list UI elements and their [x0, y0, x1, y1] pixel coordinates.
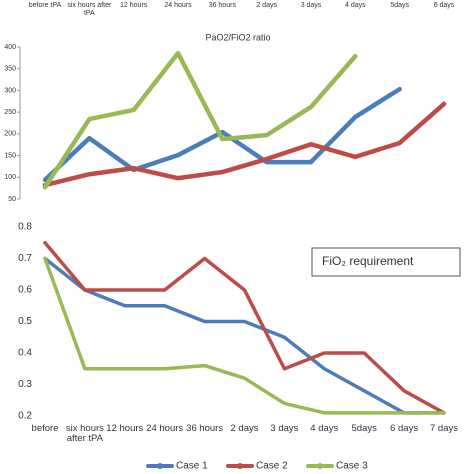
x-tick-label: 7 days — [430, 423, 458, 434]
legend-label: Case 1 — [176, 461, 208, 472]
x-tick-label: six hours after tPA — [65, 423, 104, 445]
series-line — [42, 50, 358, 190]
x-tick-label: 6 days — [390, 423, 419, 434]
x-tick-label: 5days — [390, 2, 409, 9]
y-tick-label: 0.2 — [18, 411, 32, 422]
series-line — [42, 101, 447, 188]
y-tick-label: 0.4 — [18, 348, 32, 359]
annotation: FiO₂ requirement — [322, 254, 414, 268]
legend-label: Case 2 — [256, 461, 288, 472]
x-tick-label: 3 days — [300, 2, 322, 9]
x-tick-label: 24 hours — [164, 2, 192, 9]
x-tick-label: 2 days — [230, 423, 259, 434]
y-tick-label: 350 — [4, 66, 16, 73]
legend-marker — [317, 463, 323, 469]
y-tick-label: 400 — [4, 44, 16, 51]
y-tick-label: 100 — [4, 174, 16, 181]
y-tick-label: 0.8 — [18, 222, 32, 233]
x-tick-label: six hours after tPA — [67, 2, 112, 17]
x-tick-label: 5days — [351, 423, 377, 434]
y-tick-label: 150 — [4, 152, 16, 159]
y-tick-label: 0.7 — [18, 253, 32, 264]
x-tick-label: 3 days — [270, 423, 299, 434]
legend-marker — [237, 463, 243, 469]
x-tick-label: 12 hours — [120, 2, 148, 9]
y-tick-label: 0.3 — [18, 379, 32, 390]
x-tick-label: 6 days — [433, 2, 455, 9]
y-tick-label: 50 — [8, 196, 16, 203]
x-tick-label: 36 hours — [186, 423, 224, 434]
legend-marker — [157, 463, 163, 469]
x-tick-label: 24 hours — [146, 423, 184, 434]
legend-label: Case 3 — [336, 461, 368, 472]
x-tick-label: before — [31, 423, 59, 434]
y-tick-label: 250 — [4, 109, 16, 116]
chart-title: PaO2/FiO2 ratio — [205, 32, 270, 42]
x-tick-label: 2 days — [256, 2, 277, 9]
y-tick-label: 0.5 — [18, 316, 32, 327]
x-tick-label: 12 hours — [106, 423, 144, 434]
x-tick-label: 36 hours — [208, 2, 236, 9]
series-line — [43, 241, 446, 415]
y-tick-label: 0.6 — [18, 285, 32, 296]
annotation-box — [311, 247, 461, 277]
x-tick-label: 4 days — [345, 2, 366, 9]
x-tick-label: before tPA — [28, 2, 62, 9]
series-line — [42, 86, 402, 183]
y-tick-label: 200 — [4, 131, 16, 138]
series-line — [43, 256, 446, 415]
x-tick-label: 4 days — [310, 423, 339, 434]
y-tick-label: 300 — [4, 87, 16, 94]
series-line — [43, 256, 446, 415]
